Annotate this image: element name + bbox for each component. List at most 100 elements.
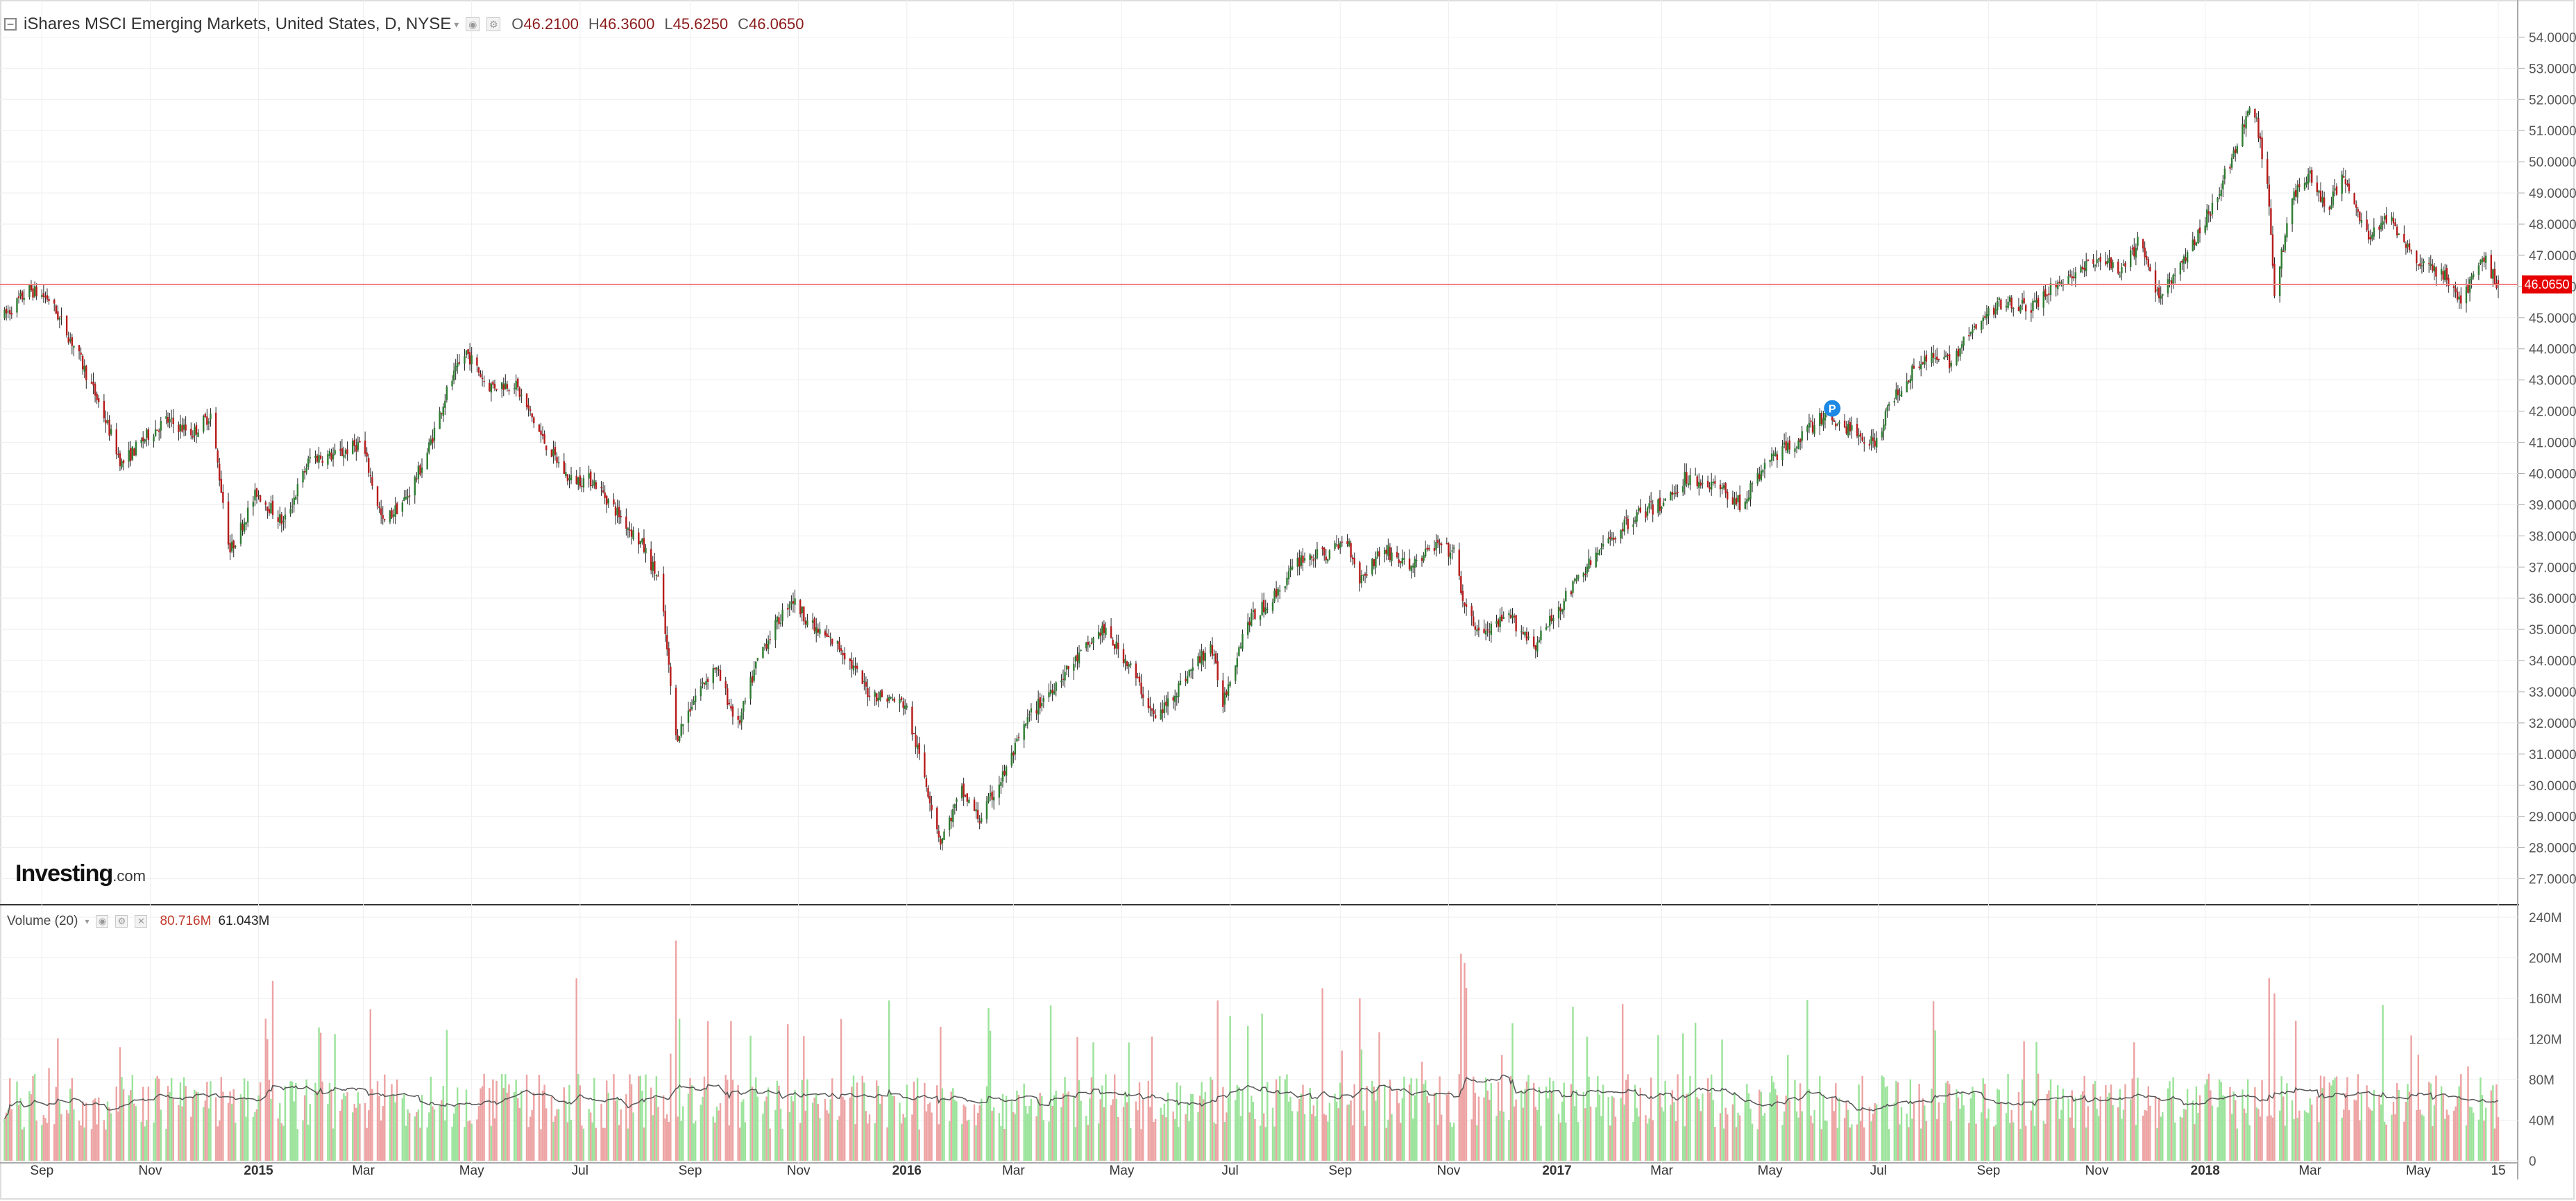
volume-bar: [1920, 1128, 1922, 1161]
candle-body: [565, 472, 567, 477]
candle-body: [222, 491, 224, 503]
volume-bar: [2493, 1128, 2496, 1161]
volume-bar: [778, 1085, 780, 1161]
volume-bar: [296, 1129, 299, 1161]
candle-body: [1309, 554, 1311, 560]
volume-bar: [500, 1073, 503, 1161]
volume-bar: [740, 1101, 743, 1161]
candle-body: [2046, 294, 2049, 296]
symbol-title[interactable]: iShares MSCI Emerging Markets, United St…: [24, 15, 452, 33]
volume-bar: [888, 1000, 890, 1161]
candle-body: [829, 637, 831, 638]
volume-bar: [1645, 1115, 1647, 1161]
eye-icon[interactable]: ◉: [96, 915, 109, 928]
volume-bar: [518, 1108, 521, 1161]
volume-bar: [133, 1103, 135, 1161]
candle-body: [940, 839, 942, 845]
volume-bar: [1495, 1116, 1498, 1161]
candle-body: [629, 529, 631, 531]
volume-bar: [2149, 1105, 2151, 1161]
candle-body: [1495, 621, 1498, 624]
candle-body: [2167, 279, 2169, 293]
chevron-down-icon[interactable]: ▾: [85, 917, 90, 926]
volume-bar: [1138, 1082, 1141, 1161]
volume-bar: [632, 1112, 634, 1161]
candle-body: [2357, 209, 2359, 212]
candle-body: [257, 495, 260, 497]
candle-body: [103, 400, 105, 418]
candle-body: [2286, 223, 2288, 238]
volume-bar: [1254, 1118, 1256, 1161]
annotation-marker[interactable]: [1824, 400, 1841, 417]
candle-body: [906, 706, 908, 708]
candle-body: [1499, 616, 1501, 627]
volume-bar: [2194, 1124, 2196, 1161]
candle-body: [1023, 724, 1025, 740]
candle-body: [268, 509, 271, 513]
candle-body: [2452, 286, 2455, 289]
candle-body: [254, 489, 256, 501]
candle-body: [1515, 615, 1517, 631]
candle-body: [1464, 602, 1466, 606]
volume-bar: [60, 1114, 62, 1161]
candle-body: [2106, 261, 2109, 264]
volume-bar: [33, 1073, 36, 1161]
volume-bar: [2373, 1090, 2375, 1161]
volume-bar: [677, 1116, 679, 1161]
candle-body: [110, 429, 112, 434]
candle-body: [2021, 300, 2024, 304]
volume-bar: [1948, 1084, 1951, 1161]
minus-square-icon[interactable]: −: [4, 18, 17, 31]
volume-bar: [776, 1080, 779, 1161]
volume-bar: [401, 1098, 404, 1161]
volume-bar: [925, 1111, 928, 1161]
volume-bar: [1101, 1085, 1103, 1161]
volume-bar: [2359, 1120, 2361, 1161]
candle-body: [2194, 239, 2196, 246]
candle-body: [17, 296, 20, 298]
volume-title[interactable]: Volume (20): [7, 914, 78, 928]
close-icon[interactable]: ✕: [135, 915, 148, 928]
candle-body: [1279, 590, 1281, 592]
candle-body: [259, 495, 262, 502]
candle-body: [2055, 283, 2057, 288]
candle-body: [1117, 642, 1119, 649]
volume-bar: [2383, 1121, 2386, 1161]
candle-body: [2035, 300, 2037, 303]
candle-body: [1811, 421, 1814, 433]
chevron-down-icon[interactable]: ▾: [454, 18, 459, 30]
volume-bar: [2108, 1092, 2110, 1161]
volume-bar: [1884, 1087, 1887, 1161]
gear-icon[interactable]: ⚙: [486, 17, 501, 31]
candle-body: [344, 450, 347, 454]
volume-bar: [991, 1110, 993, 1161]
volume-bar: [1416, 1078, 1418, 1161]
candle-body: [2222, 180, 2224, 189]
eye-icon[interactable]: ◉: [466, 17, 480, 31]
volume-bar: [689, 1078, 691, 1161]
volume-bar: [1055, 1090, 1057, 1161]
volume-bar: [1248, 1112, 1251, 1161]
candle-body: [1843, 420, 1846, 427]
candle-body: [2298, 184, 2300, 187]
candle-body: [270, 503, 272, 514]
price-pane[interactable]: P: [0, 106, 2518, 851]
candle-body: [480, 373, 482, 377]
candle-body: [1126, 661, 1128, 666]
gear-icon[interactable]: ⚙: [115, 915, 128, 928]
candle-body: [865, 681, 867, 687]
volume-bar: [2023, 1041, 2025, 1161]
candle-body: [1396, 552, 1398, 558]
volume-bar: [1151, 1037, 1153, 1161]
candle-body: [369, 475, 372, 477]
volume-bar: [527, 1127, 529, 1161]
volume-legend: Volume (20) ▾ ◉ ⚙ ✕ 80.716M 61.043M: [7, 910, 269, 932]
candle-body: [495, 389, 498, 391]
candle-body: [229, 543, 231, 553]
volume-bar: [2222, 1095, 2224, 1161]
volume-bar: [1396, 1090, 1398, 1161]
volume-bar: [1589, 1106, 1592, 1161]
volume-pane[interactable]: [3, 940, 2500, 1161]
